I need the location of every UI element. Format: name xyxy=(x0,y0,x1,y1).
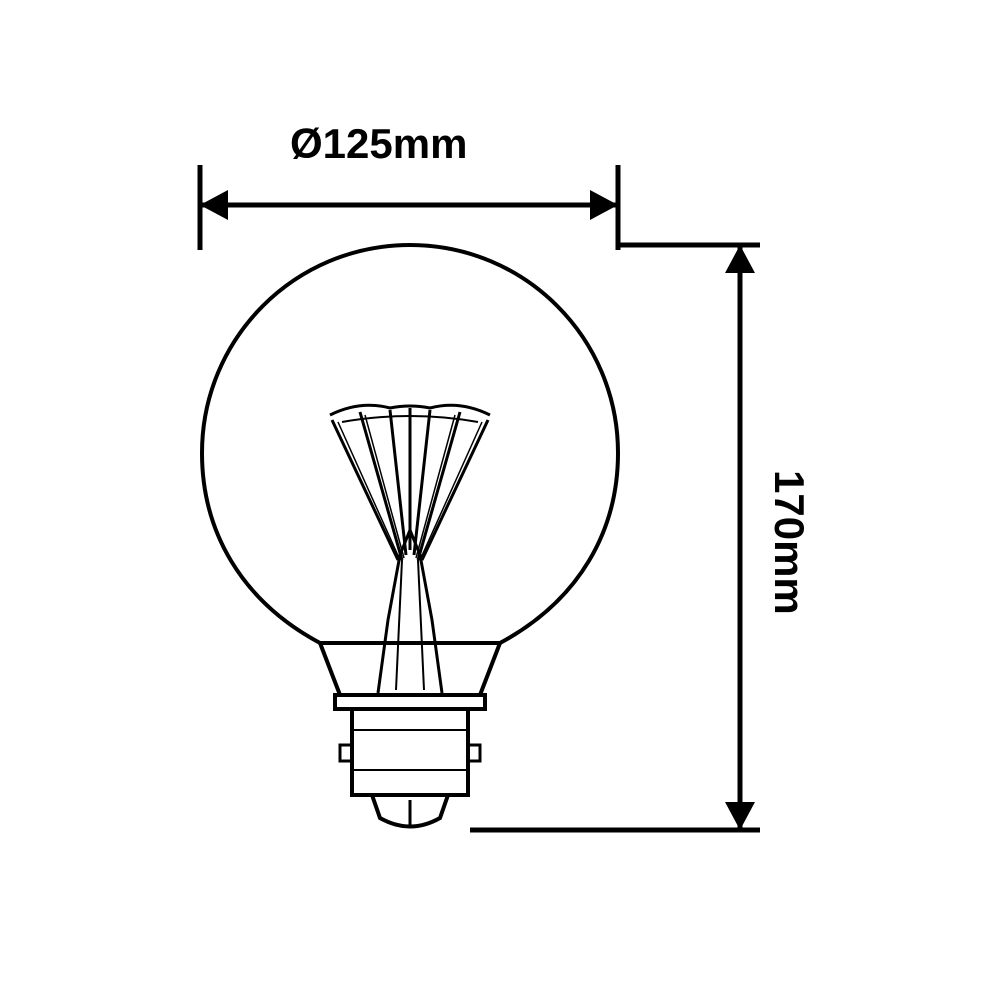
height-arrow-top xyxy=(725,245,755,273)
height-dimension-label: 170mm xyxy=(766,470,813,615)
height-dimension: 170mm xyxy=(470,245,813,830)
bulb-collar xyxy=(335,695,485,709)
width-dimension-label: Ø125mm xyxy=(290,120,467,167)
bulb-inner-stem xyxy=(378,530,442,693)
width-dimension: Ø125mm xyxy=(200,120,618,250)
filament-strands xyxy=(332,408,488,560)
width-arrow-right xyxy=(590,190,618,220)
width-arrow-left xyxy=(200,190,228,220)
bulb-drawing xyxy=(202,245,618,827)
height-arrow-bottom xyxy=(725,802,755,830)
bulb-neck xyxy=(320,643,500,695)
bulb-base-body xyxy=(352,709,468,795)
